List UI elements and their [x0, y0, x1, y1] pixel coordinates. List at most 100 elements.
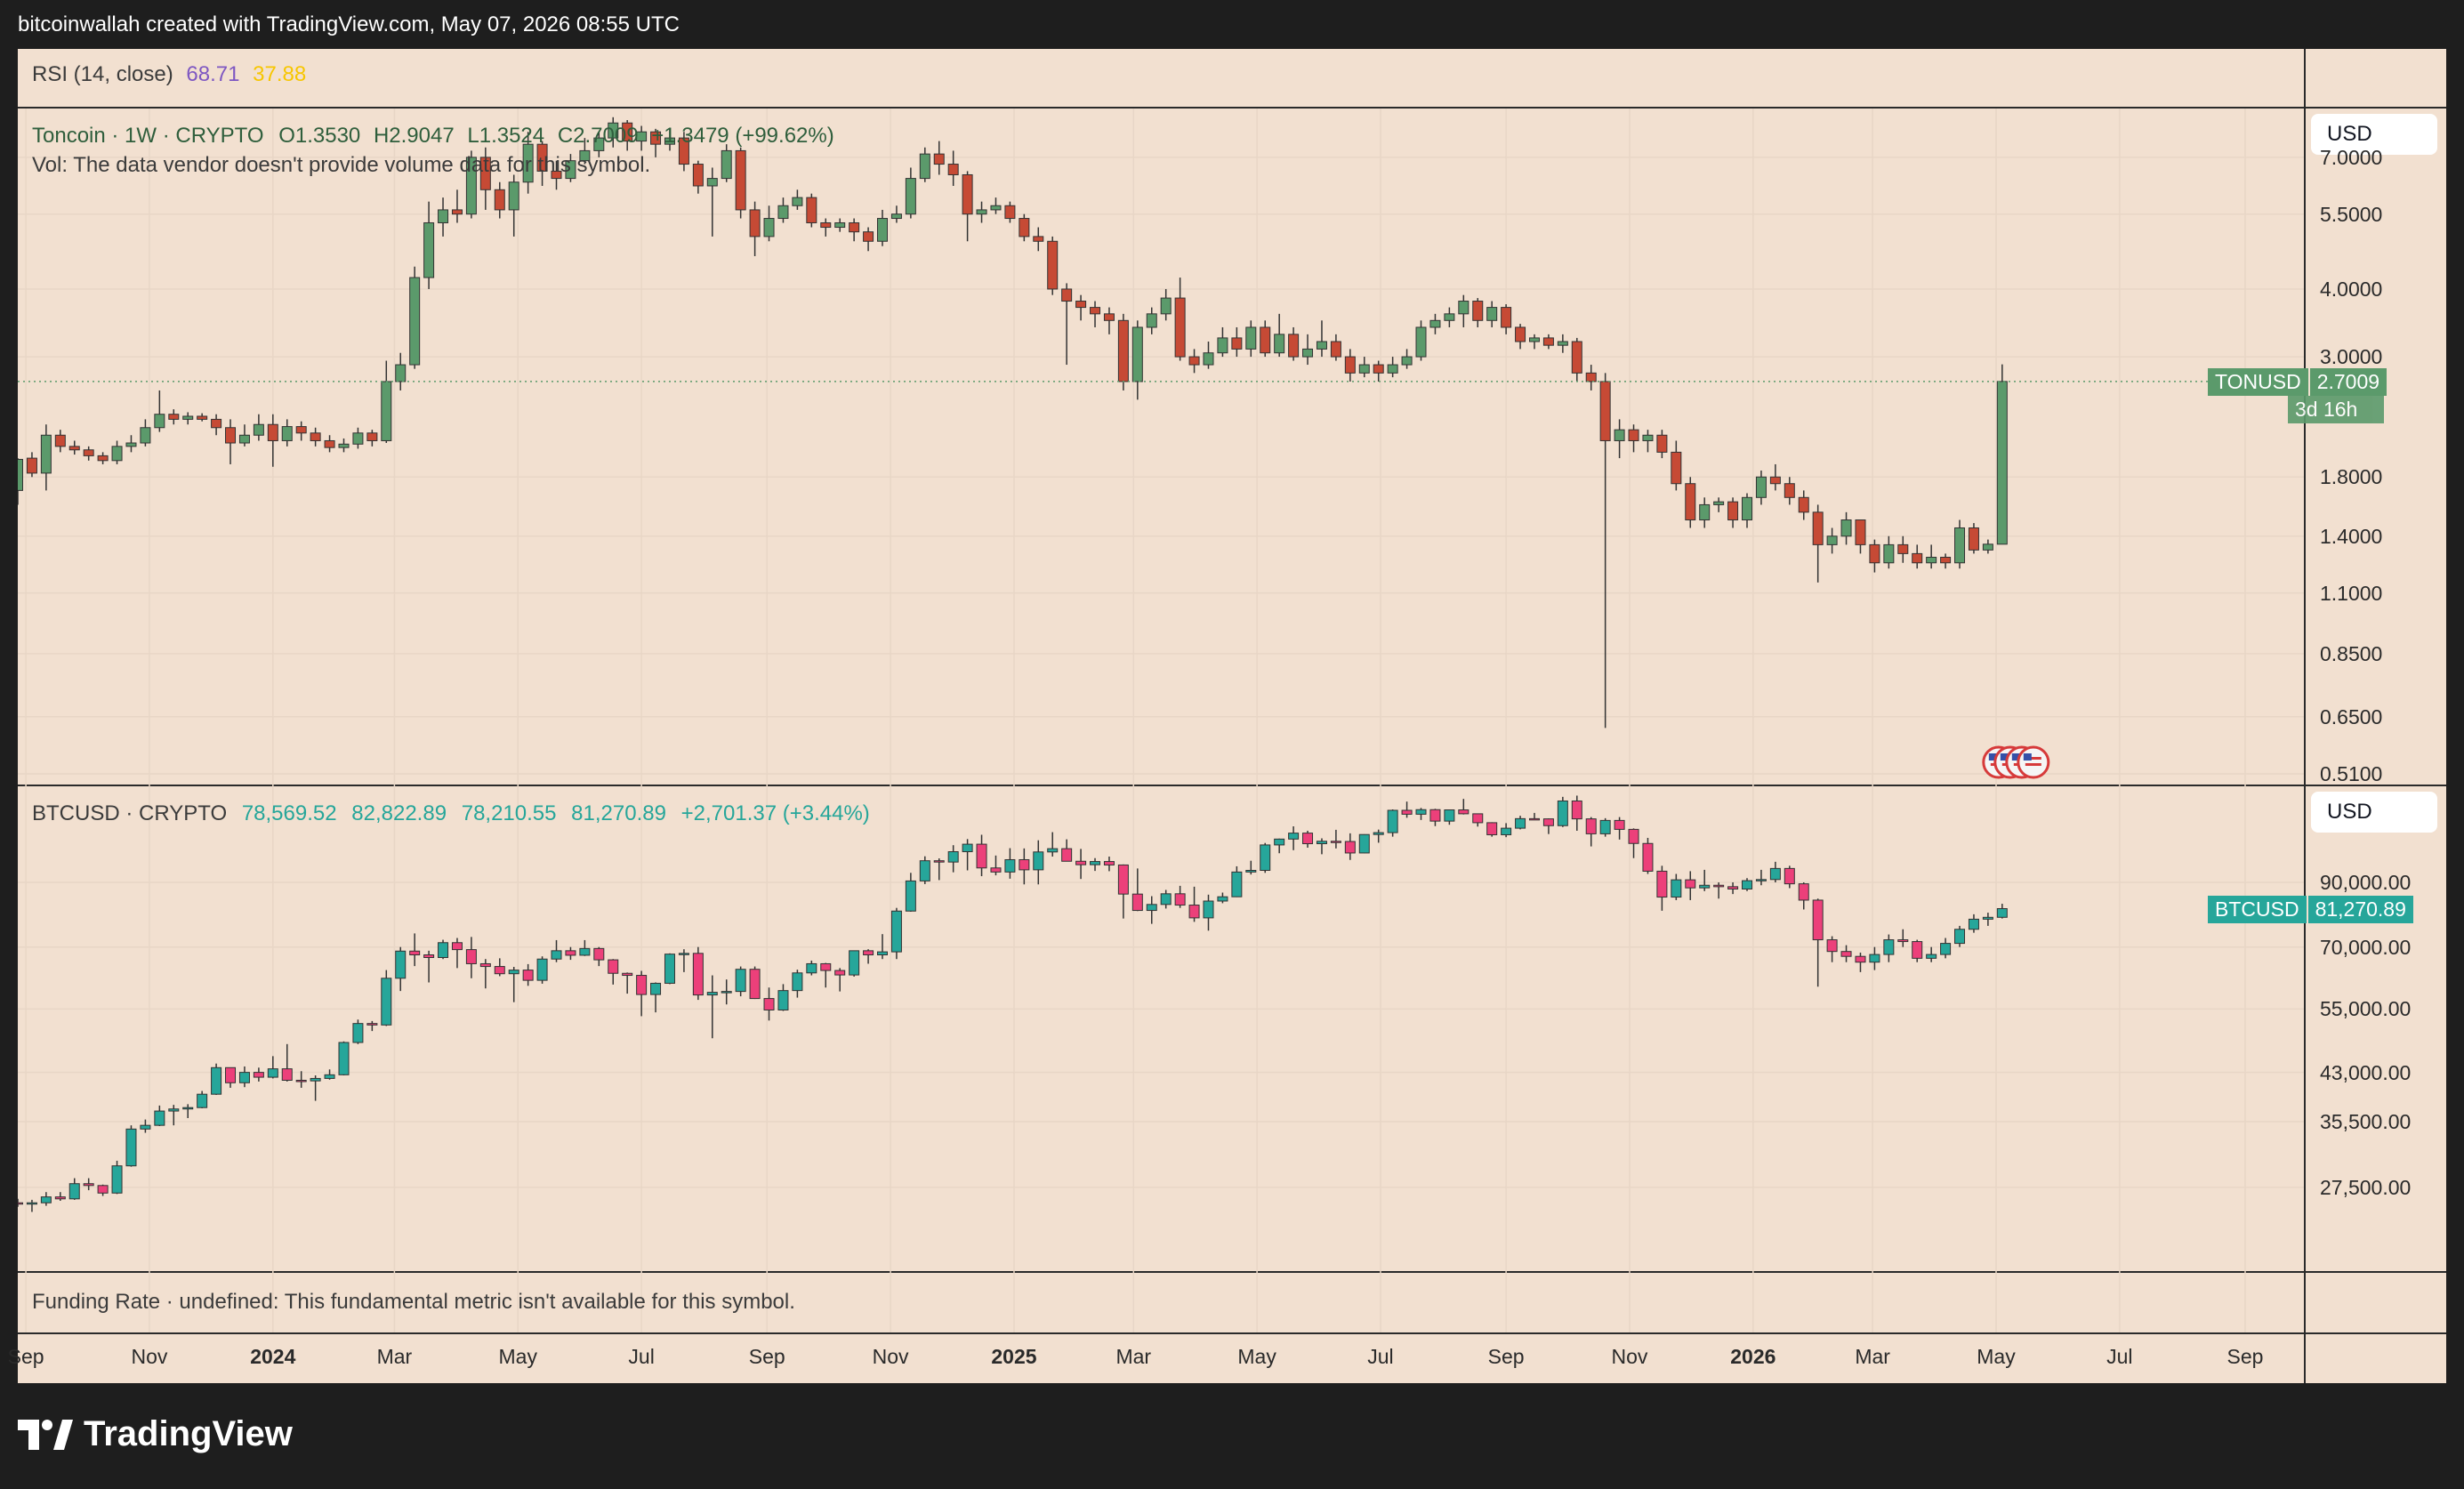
tradingview-logo-icon [18, 1419, 73, 1450]
ton-candle-body [1940, 556, 1952, 564]
ton-candle-body [1033, 236, 1044, 242]
tradingview-logo[interactable]: TradingView [18, 1414, 293, 1454]
btc-candle-body [905, 880, 916, 912]
pane-divider-4[interactable] [18, 1332, 2446, 1334]
ton-price-tag-value: 2.7009 [2309, 367, 2388, 396]
ton-candle-body [1628, 429, 1639, 441]
ton-candle-body [820, 221, 832, 229]
ton-candle-body [1897, 543, 1909, 554]
candlestick-chart[interactable] [18, 49, 2446, 1383]
btc-candle-body [1812, 899, 1824, 941]
btc-candle-body [1444, 809, 1455, 822]
ton-candle-body [1330, 341, 1341, 358]
ton-candle-body [238, 434, 250, 444]
ton-candle-body [479, 157, 491, 190]
time-axis-label: May [1977, 1345, 2016, 1368]
btc-candle-body [1855, 955, 1866, 963]
btc-candle-body [763, 998, 775, 1010]
btc-candle-body [111, 1165, 123, 1194]
ton-candle-body [494, 189, 505, 211]
btc-close: 81,270.89 [571, 801, 666, 825]
price-axis-divider [2304, 49, 2306, 1383]
ton-candle-body [465, 157, 477, 215]
ton-candle-body [763, 218, 775, 237]
ton-candle-body [933, 153, 945, 165]
btc-candle-body [1004, 858, 1016, 873]
btc-candle-body [636, 975, 648, 995]
ton-candle-body [54, 434, 66, 447]
ton-candle-body [1090, 307, 1101, 315]
ton-candle-body [281, 426, 293, 441]
btc-price-tag-symbol: BTCUSD [2208, 895, 2307, 923]
btc-candle-body [1585, 818, 1597, 834]
pane-divider-2[interactable] [18, 785, 2446, 786]
btc-candle-body [1033, 851, 1044, 871]
ton-candle-body [792, 197, 803, 206]
btc-candle-body [1926, 954, 1937, 959]
ton-candle-body [721, 149, 732, 180]
btc-candle-body [1713, 884, 1725, 888]
ton-candle-body [1004, 205, 1016, 220]
ton-candle-body [1713, 501, 1725, 505]
ton-candle-body [197, 415, 208, 420]
btc-candle-body [1373, 832, 1384, 835]
ton-candle-body [1826, 535, 1838, 545]
price-axis-label: 27,500.00 [2320, 1175, 2412, 1199]
btc-candle-body [1614, 819, 1625, 830]
ton-candle-body [1685, 483, 1696, 521]
ton-candle-body [97, 455, 109, 462]
btc-candle-body [1515, 817, 1526, 829]
price-axis-label: 4.0000 [2320, 277, 2383, 301]
ton-candle-body [1019, 218, 1030, 237]
btc-candle-body [1429, 809, 1441, 822]
btc-candle-body [1642, 842, 1654, 872]
ton-candle-body [168, 414, 180, 420]
time-axis-label: 2026 [1730, 1345, 1776, 1368]
rsi-value-1: 68.71 [186, 62, 240, 86]
ton-candle-body [777, 205, 789, 220]
btc-candle-body [479, 962, 491, 968]
ton-candle-body [1883, 543, 1895, 564]
btc-candle-body [197, 1093, 208, 1108]
ton-legend: Toncoin · 1W · CRYPTO O1.3530 H2.9047 L1… [32, 124, 834, 149]
btc-candle-body [26, 1202, 37, 1205]
btc-candle-body [890, 910, 902, 953]
ton-bar-countdown: 3d 16h [2288, 395, 2384, 423]
ton-candle-body [1344, 356, 1356, 374]
pane-divider-3[interactable] [18, 1271, 2446, 1273]
btc-currency-button[interactable]: USD [2311, 792, 2437, 833]
btc-candle-body [366, 1023, 378, 1026]
ton-candle-body [1798, 496, 1809, 513]
ton-candle-body [1302, 348, 1314, 358]
btc-candle-body [863, 950, 874, 955]
ton-candle-body [1769, 476, 1781, 485]
ton-candle-body [111, 446, 123, 462]
btc-candle-body [1486, 822, 1498, 835]
ton-change: +1.3479 (+99.62%) [651, 124, 834, 148]
price-axis-label: 7.0000 [2320, 145, 2383, 169]
ton-candle-body [692, 164, 704, 187]
btc-candle-body [18, 1202, 23, 1205]
ton-candle-body [1727, 501, 1739, 521]
ton-candle-body [83, 449, 94, 456]
ton-candle-body [1486, 307, 1498, 321]
pane-divider-1[interactable] [18, 107, 2446, 109]
ton-candle-body [324, 439, 335, 448]
btc-candle-body [338, 1042, 350, 1075]
ton-candle-body [1131, 326, 1143, 382]
ton-candle-body [1571, 341, 1582, 374]
btc-candle-body [1274, 838, 1285, 846]
ton-candle-body [863, 231, 874, 242]
ton-candle-body [849, 221, 860, 233]
ton-currency-button[interactable]: USD [2311, 114, 2437, 155]
btc-candle-body [409, 950, 421, 955]
ton-candle-body [947, 164, 959, 175]
ton-candle-body [905, 178, 916, 215]
btc-candle-body [182, 1107, 194, 1110]
btc-candle-body [1160, 893, 1172, 905]
ton-candle-body [1812, 511, 1824, 545]
ton-candle-body [395, 364, 407, 382]
ton-candle-body [381, 381, 392, 441]
btc-candle-body [551, 950, 562, 960]
btc-candle-body [83, 1183, 94, 1187]
